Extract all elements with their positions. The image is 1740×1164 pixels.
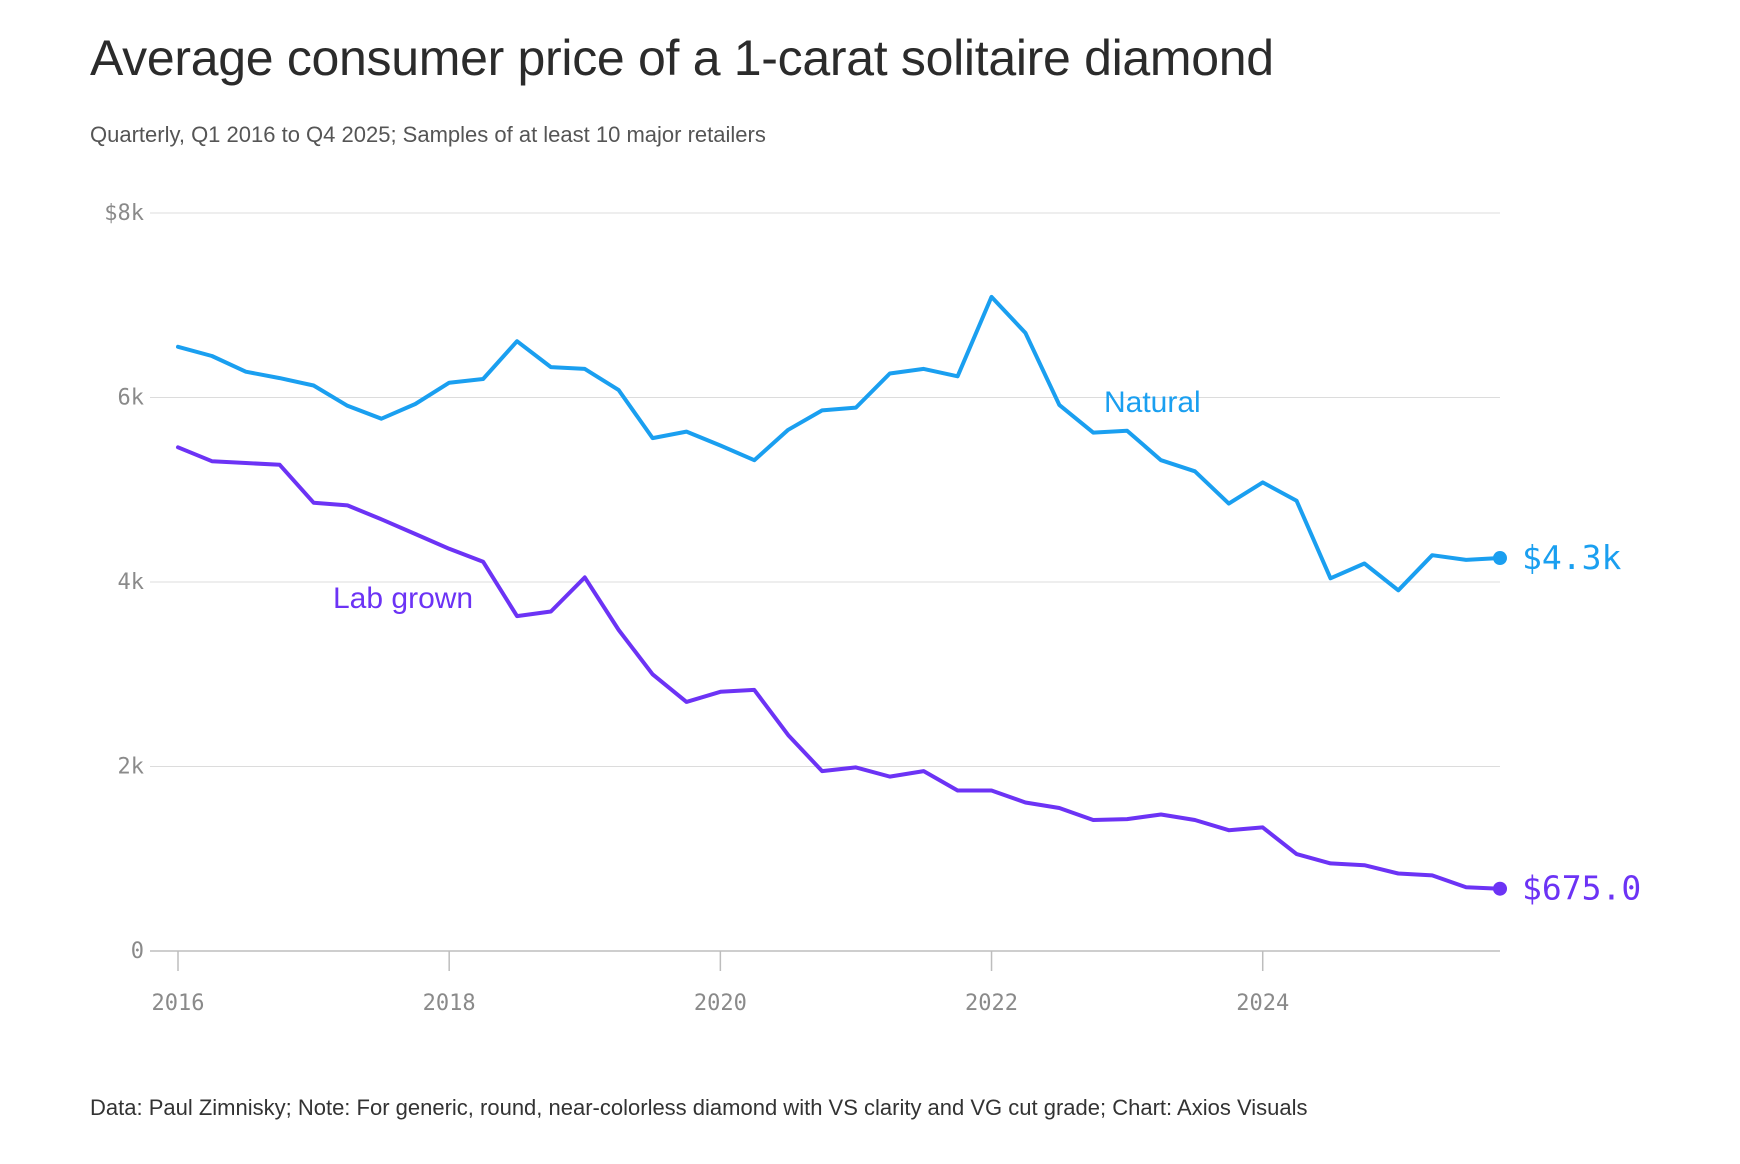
lab-grown-end-point <box>1493 881 1507 896</box>
natural-series-line <box>176 294 1502 593</box>
lab-grown-series-line <box>176 445 1502 891</box>
x-tick-label: 2018 <box>423 991 476 1016</box>
y-tick-label: $8k <box>104 201 144 226</box>
natural-end-value-label: $4.3k <box>1522 538 1621 577</box>
y-tick-label: 6k <box>118 386 145 411</box>
series-labels: $4.3k $675.0 Natural Lab grown <box>333 386 1641 908</box>
chart-source-note: Data: Paul Zimnisky; Note: For generic, … <box>90 1095 1308 1120</box>
gridlines <box>150 212 1500 952</box>
natural-series-label: Natural <box>1104 386 1201 419</box>
y-tick-label: 2k <box>118 755 145 780</box>
x-tick-label: 2020 <box>694 991 747 1016</box>
axes: 0 2k 4k 6k $8k 2016 2018 2020 2022 2024 <box>104 201 1289 1016</box>
x-tick-label: 2022 <box>965 991 1018 1016</box>
chart-subtitle: Quarterly, Q1 2016 to Q4 2025; Samples o… <box>90 122 766 147</box>
lab-grown-end-value-label: $675.0 <box>1522 869 1641 908</box>
x-tick-label: 2016 <box>152 991 205 1016</box>
x-tick-label: 2024 <box>1236 991 1289 1016</box>
natural-end-point <box>1493 551 1507 566</box>
lab-grown-series-label: Lab grown <box>333 582 473 615</box>
series-lines <box>176 294 1507 896</box>
chart-title: Average consumer price of a 1-carat soli… <box>90 30 1274 86</box>
y-tick-label: 4k <box>118 570 145 595</box>
y-tick-label: 0 <box>131 939 144 964</box>
